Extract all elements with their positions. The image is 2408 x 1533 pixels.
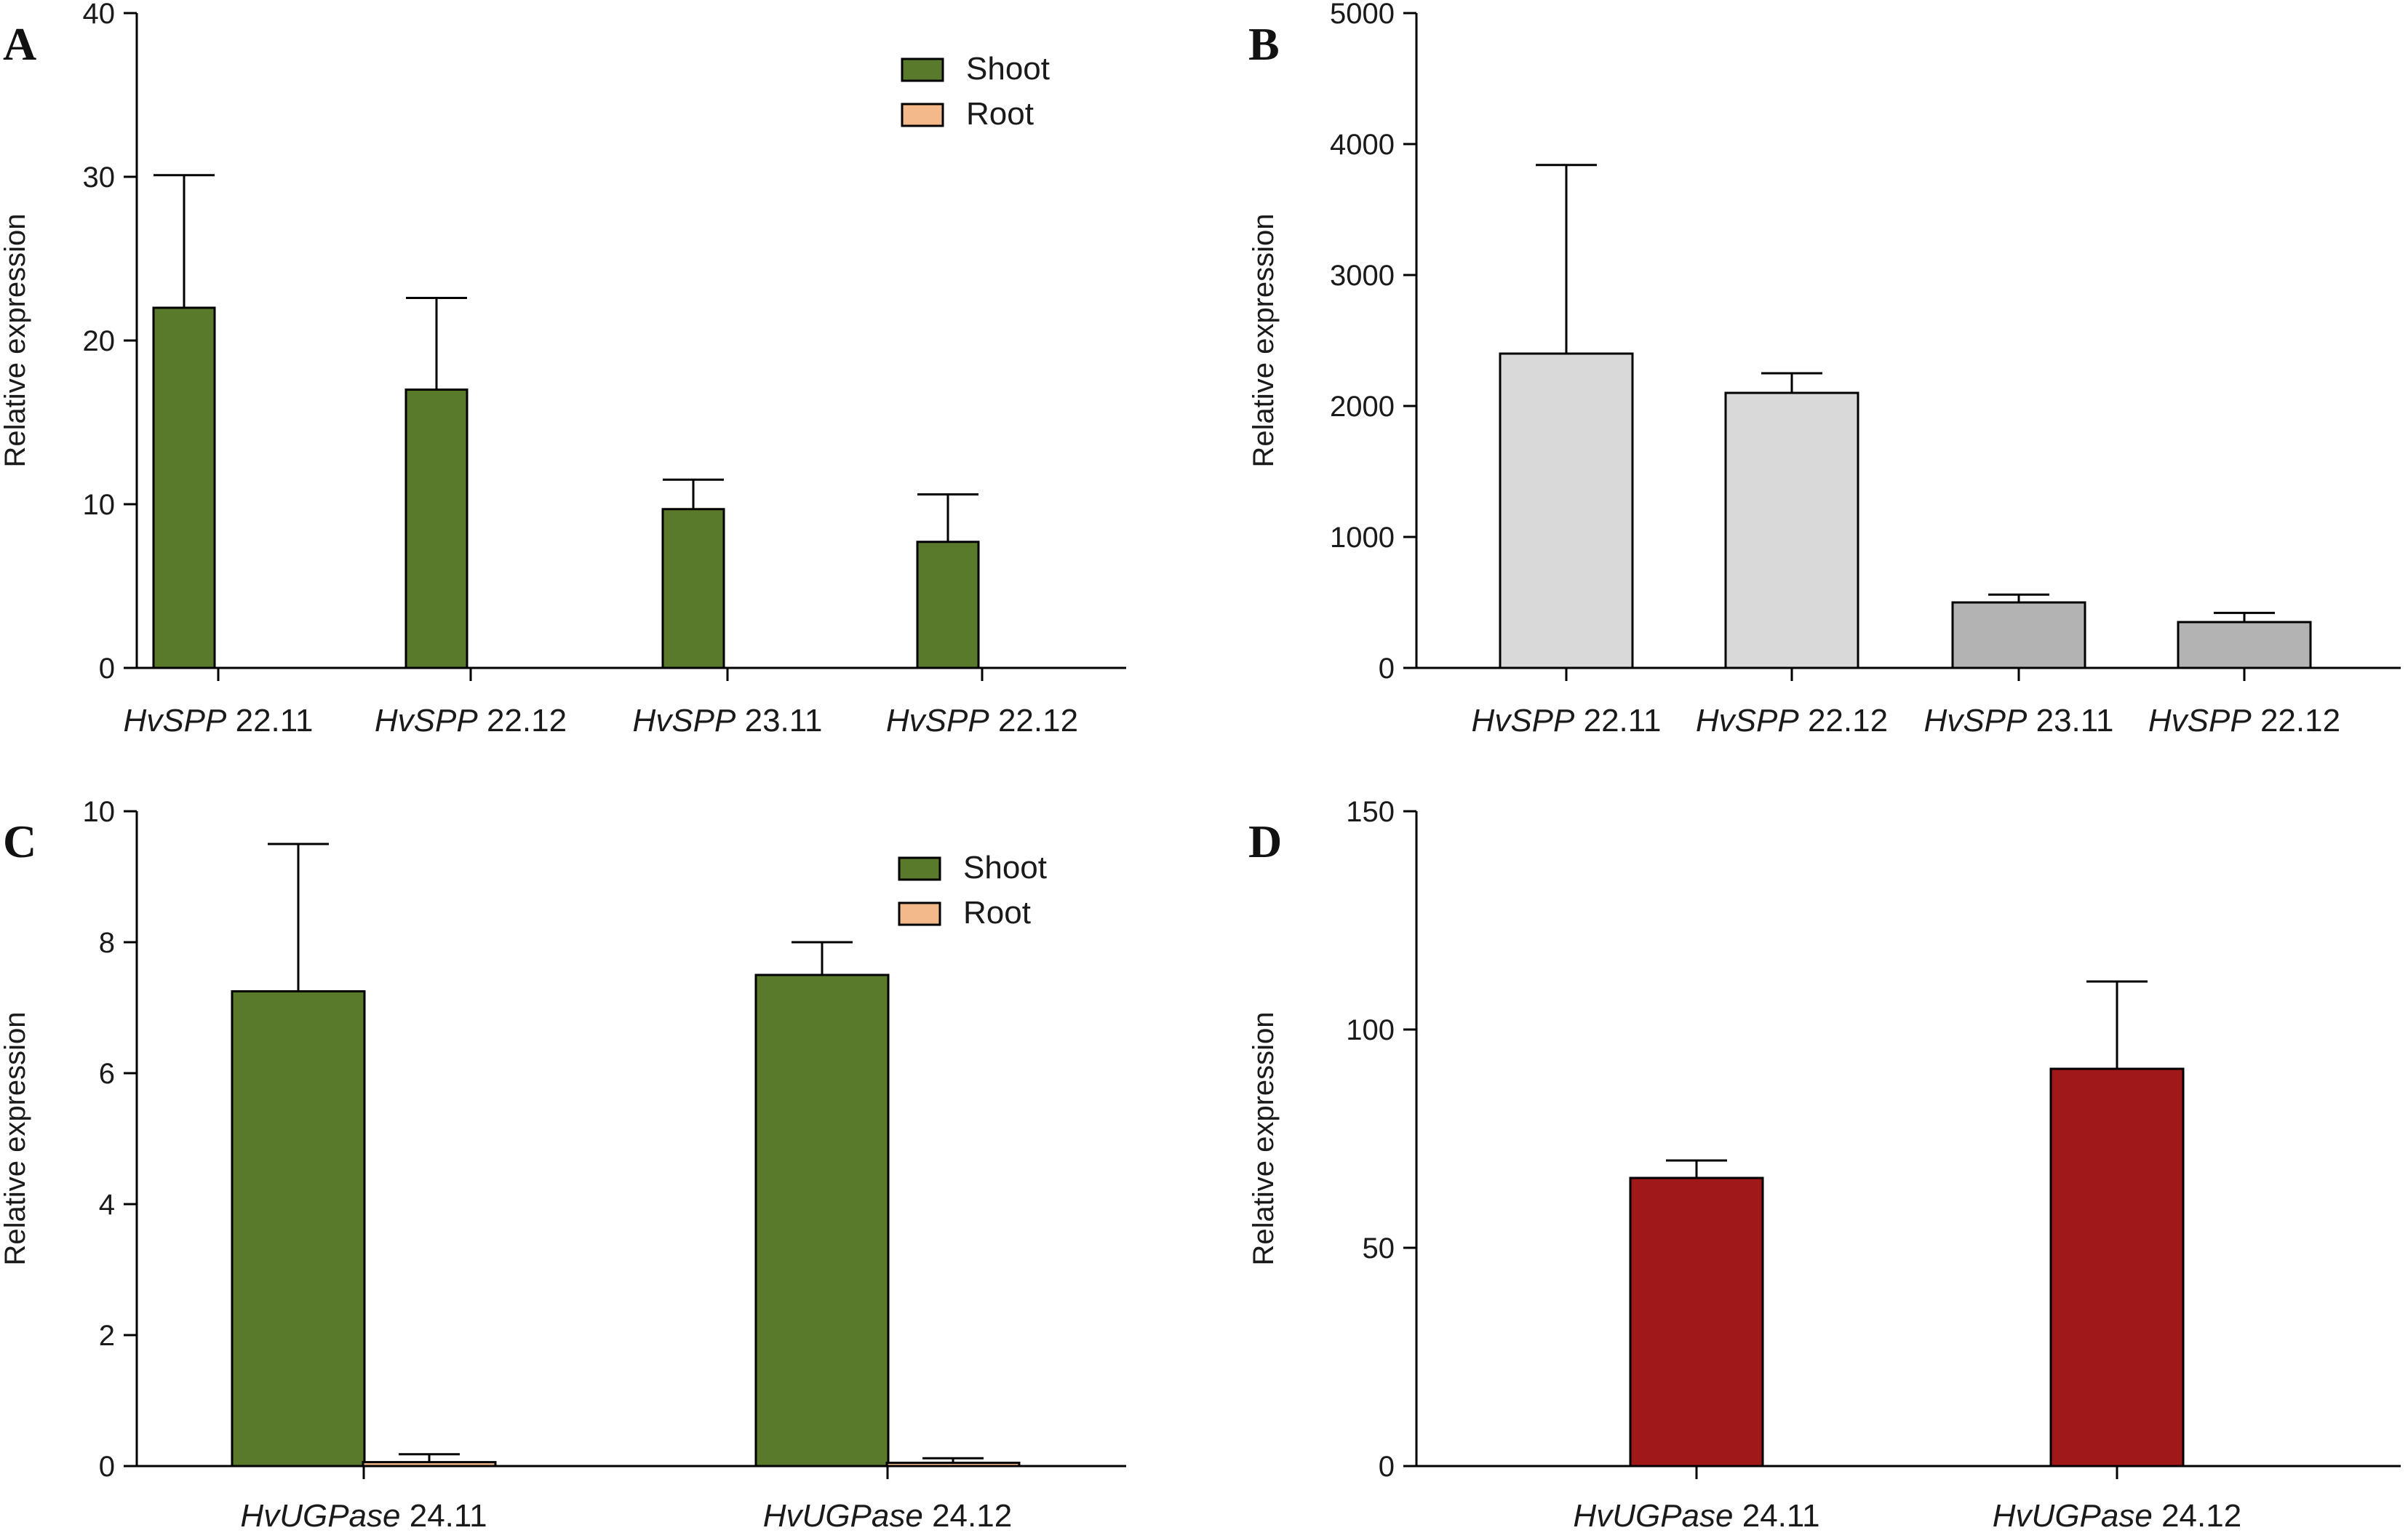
legend-swatch	[898, 856, 941, 881]
gene-name: HvUGPase	[1993, 1498, 2153, 1533]
y-axis-title: Relative expression	[1248, 213, 1280, 467]
x-tick-label: HvUGPase 24.11	[240, 1498, 487, 1533]
y-axis-title: Relative expression	[0, 1011, 31, 1265]
bar	[916, 541, 980, 669]
gene-name: HvSPP	[886, 703, 989, 738]
gene-number: 22.12	[478, 703, 567, 738]
y-tick-label: 40	[83, 0, 116, 30]
x-tick-label: HvUGPase 24.12	[763, 1498, 1012, 1533]
gene-name: HvSPP	[124, 703, 227, 738]
legend-swatch	[901, 57, 944, 82]
y-tick-label: 20	[83, 325, 116, 357]
panel-letter: B	[1248, 18, 1280, 70]
gene-name: HvSPP	[375, 703, 478, 738]
y-tick-label: 5000	[1330, 0, 1395, 30]
x-tick-label: HvSPP 22.12	[886, 703, 1078, 738]
y-tick-label: 30	[83, 162, 116, 194]
legend-swatch	[901, 103, 944, 127]
bar	[2049, 1067, 2185, 1468]
bar	[885, 1462, 1021, 1468]
legend-label: Shoot	[963, 850, 1047, 885]
bar	[1629, 1176, 1764, 1468]
x-tick-label: HvSPP 22.11	[1472, 703, 1662, 738]
y-tick-label: 100	[1346, 1014, 1395, 1046]
gene-name: HvUGPase	[240, 1498, 400, 1533]
bar	[661, 508, 725, 669]
y-axis-title: Relative expression	[0, 213, 31, 467]
x-tick-label: HvSPP 23.11	[633, 703, 823, 738]
gene-name: HvUGPase	[1573, 1498, 1733, 1533]
y-tick-label: 0	[1379, 1451, 1395, 1483]
x-tick-label: HvUGPase 24.11	[1573, 1498, 1819, 1533]
y-tick-label: 150	[1346, 796, 1395, 828]
legend-swatch	[898, 901, 941, 926]
gene-number: 24.11	[401, 1498, 487, 1533]
y-tick-label: 50	[1363, 1233, 1395, 1265]
y-tick-label: 3000	[1330, 260, 1395, 292]
bar	[404, 389, 469, 669]
gene-number: 22.12	[2252, 703, 2340, 738]
x-tick-label: HvUGPase 24.12	[1993, 1498, 2241, 1533]
bar	[362, 1461, 497, 1468]
y-tick-label: 4000	[1330, 129, 1395, 161]
y-tick-label: 0	[99, 1451, 115, 1483]
x-tick-label: HvSPP 22.12	[375, 703, 567, 738]
panel-letter: A	[3, 18, 36, 70]
gene-number: 22.11	[1574, 703, 1661, 738]
y-tick-label: 4	[99, 1189, 115, 1221]
gene-number: 23.11	[2027, 703, 2113, 738]
gene-number: 22.11	[226, 703, 313, 738]
y-tick-label: 0	[1379, 653, 1395, 685]
gene-name: HvSPP	[1472, 703, 1575, 738]
bar	[1499, 352, 1634, 669]
bar	[754, 973, 890, 1468]
legend-label: Shoot	[966, 51, 1050, 87]
y-tick-label: 8	[99, 927, 115, 959]
panel-letter: D	[1248, 816, 1282, 867]
x-tick-label: HvSPP 23.11	[1924, 703, 2114, 738]
x-tick-label: HvSPP 22.11	[124, 703, 314, 738]
bar	[2177, 621, 2312, 669]
panel-letter: C	[3, 816, 36, 867]
y-tick-label: 1000	[1330, 522, 1395, 554]
gene-name: HvSPP	[633, 703, 736, 738]
y-tick-label: 6	[99, 1058, 115, 1090]
panel-A: A 0 10 20 30 40 Relative expression HvSPP 22.11…	[0, 0, 1126, 738]
gene-number: 24.12	[923, 1498, 1012, 1533]
x-tick-label: HvSPP 22.12	[1696, 703, 1888, 738]
gene-name: HvUGPase	[763, 1498, 923, 1533]
bar	[1724, 391, 1859, 669]
y-tick-label: 2	[99, 1320, 115, 1352]
bar	[1951, 601, 2086, 669]
gene-number: 24.12	[2153, 1498, 2241, 1533]
panel-B: B 0 1000 2000 3000 4000 5000 Relative expressio…	[1248, 0, 2401, 738]
gene-number: 23.11	[735, 703, 822, 738]
legend-label: Root	[963, 895, 1031, 931]
y-axis-title: Relative expression	[1248, 1011, 1280, 1265]
bar	[152, 306, 216, 669]
y-tick-label: 0	[99, 653, 115, 685]
y-tick-label: 2000	[1330, 391, 1395, 423]
gene-name: HvSPP	[1924, 703, 2028, 738]
gene-name: HvSPP	[2148, 703, 2252, 738]
panel-D: D 0 50 100 150 Relative expression HvUGPase 24…	[1248, 796, 2401, 1533]
y-tick-label: 10	[83, 489, 116, 521]
bar	[231, 990, 366, 1468]
gene-number: 22.12	[989, 703, 1078, 738]
legend-label: Root	[966, 96, 1034, 132]
legend: Shoot Root	[898, 850, 1047, 931]
x-tick-label: HvSPP 22.12	[2148, 703, 2340, 738]
legend: Shoot Root	[901, 51, 1050, 132]
y-tick-label: 10	[83, 796, 116, 828]
panel-C: C 0 2 4 6 8 10 Relative expression HvUGPase 24.1…	[0, 796, 1126, 1533]
gene-name: HvSPP	[1696, 703, 1799, 738]
gene-number: 22.12	[1799, 703, 1888, 738]
gene-number: 24.11	[1734, 1498, 1820, 1533]
